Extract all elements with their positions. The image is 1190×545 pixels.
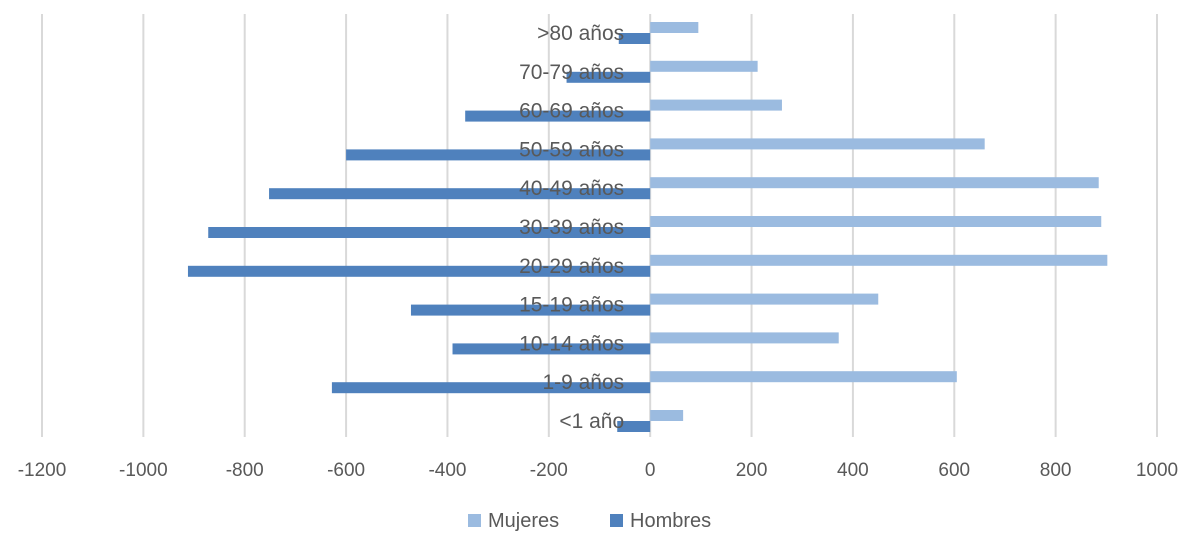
bar-hombres [187, 265, 651, 277]
x-tick-label: -800 [226, 460, 264, 481]
legend-swatch [610, 514, 623, 527]
bar-hombres [410, 304, 651, 316]
x-tick-label: -1000 [119, 460, 168, 481]
category-label: 30-39 años [519, 216, 624, 239]
category-label: >80 años [537, 22, 624, 45]
legend-swatch [468, 514, 481, 527]
bar-hombres [269, 188, 651, 200]
x-tick-label: -600 [327, 460, 365, 481]
category-label: 1-9 años [542, 371, 624, 394]
bar-mujeres [650, 216, 1102, 227]
category-labels: >80 años 70-79 años 60-69 años 50-59 años 40… [519, 22, 624, 433]
category-label: 10-14 años [519, 332, 624, 355]
bars [187, 22, 1108, 432]
legend-label: Hombres [630, 510, 711, 532]
bar-mujeres [650, 371, 957, 383]
bar-hombres [346, 149, 651, 161]
bar-hombres [617, 421, 651, 432]
bar-hombres [208, 227, 651, 238]
bar-mujeres [650, 410, 684, 421]
bar-hombres [331, 382, 651, 394]
bar-hombres [618, 33, 651, 44]
x-tick-label: -1200 [18, 460, 67, 481]
x-tick-label: 1000 [1136, 460, 1178, 481]
x-tick-label: 400 [837, 460, 869, 481]
x-tick-label: -400 [428, 460, 466, 481]
x-tick-label: 600 [938, 460, 970, 481]
bar-mujeres [650, 22, 699, 33]
x-tick-label: -200 [530, 460, 568, 481]
category-label: 60-69 años [519, 100, 624, 123]
bar-mujeres [650, 293, 879, 305]
bar-mujeres [650, 177, 1099, 189]
bar-hombres [452, 343, 651, 355]
x-axis-tick-labels: -1200 -1000 -800 -600 -400 -200 0 200 400 600 800 1… [18, 460, 1178, 481]
bar-hombres [465, 110, 651, 122]
category-label: 50-59 años [519, 138, 624, 161]
legend-label: Mujeres [488, 510, 559, 532]
x-tick-label: 0 [645, 460, 656, 481]
category-label: 20-29 años [519, 255, 624, 278]
x-tick-label: 200 [736, 460, 768, 481]
bar-mujeres [650, 254, 1108, 266]
category-label: <1 año [559, 410, 624, 433]
category-label: 70-79 años [519, 61, 624, 84]
category-label: 40-49 años [519, 177, 624, 200]
bar-mujeres [650, 99, 782, 111]
bar-mujeres [650, 138, 985, 150]
legend: Mujeres Hombres [468, 510, 711, 532]
category-label: 15-19 años [519, 294, 624, 317]
bar-hombres [566, 71, 651, 83]
bar-mujeres [650, 60, 758, 72]
x-tick-label: 800 [1040, 460, 1072, 481]
bar-mujeres [650, 332, 839, 344]
